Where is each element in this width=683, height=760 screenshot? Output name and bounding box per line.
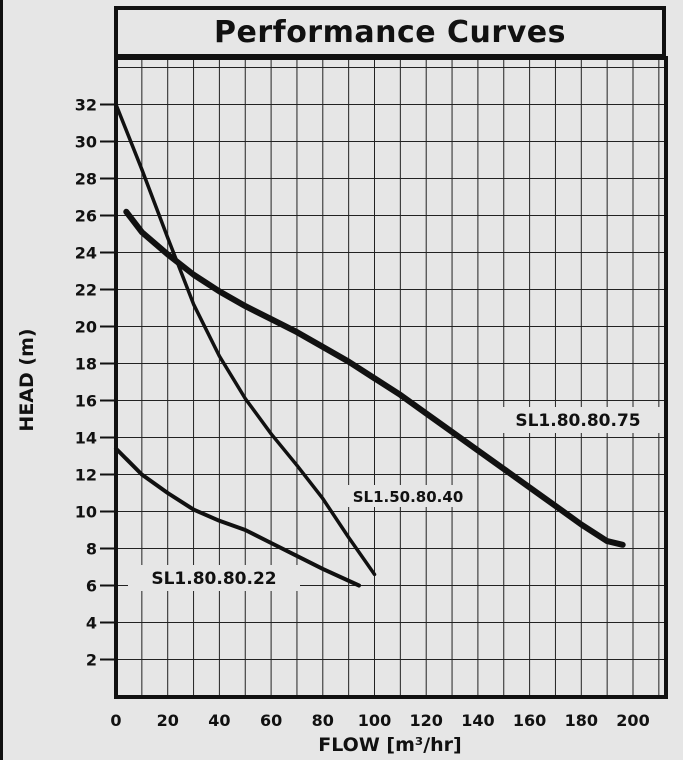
chart-title: Performance Curves: [214, 14, 566, 50]
series-label-1: SL1.80.80.75: [515, 411, 640, 431]
y-axis-label: HEAD (m): [16, 328, 38, 432]
y-tick-label: 6: [86, 577, 97, 596]
x-tick-label: 160: [513, 711, 546, 730]
series-label-3: SL1.80.80.22: [151, 569, 276, 589]
y-tick-label: 20: [75, 318, 97, 337]
y-tick-label: 10: [75, 503, 97, 522]
series-line-1: [123, 208, 626, 548]
series-label-2: SL1.50.80.40: [353, 488, 464, 506]
x-tick-label: 40: [208, 711, 230, 730]
y-tick-label: 32: [75, 96, 97, 115]
series-label-bg-3: [128, 565, 300, 591]
y-tick-label: 28: [75, 170, 97, 189]
y-tick-label: 16: [75, 392, 97, 411]
plot-background: [116, 58, 666, 697]
y-tick-label: 4: [86, 614, 97, 633]
y-tick-label: 24: [75, 244, 97, 263]
x-tick-label: 140: [461, 711, 494, 730]
left-edge-border: [0, 0, 3, 760]
x-axis-label: FLOW [m³/hr]: [318, 734, 462, 756]
plot-frame: [114, 56, 668, 699]
x-tick-label: 180: [565, 711, 598, 730]
series-label-bg-2: [343, 485, 473, 507]
y-tick-label: 30: [75, 133, 97, 152]
y-tick-label: 8: [86, 540, 97, 559]
series-line-2: [114, 102, 377, 577]
y-tick-label: 14: [75, 429, 97, 448]
x-tick-label: 100: [358, 711, 391, 730]
x-tick-label: 60: [260, 711, 282, 730]
x-tick-label: 120: [409, 711, 442, 730]
x-tick-label: 200: [616, 711, 649, 730]
y-tick-label: 2: [86, 651, 97, 670]
y-tick-label: 26: [75, 207, 97, 226]
y-tick-label: 22: [75, 281, 97, 300]
y-tick-label: 18: [75, 355, 97, 374]
series-label-bg-1: [490, 407, 666, 433]
y-tick-label: 12: [75, 466, 97, 485]
series-line-3: [114, 446, 361, 588]
x-tick-label: 0: [110, 711, 121, 730]
x-tick-label: 20: [157, 711, 179, 730]
x-tick-label: 80: [312, 711, 334, 730]
